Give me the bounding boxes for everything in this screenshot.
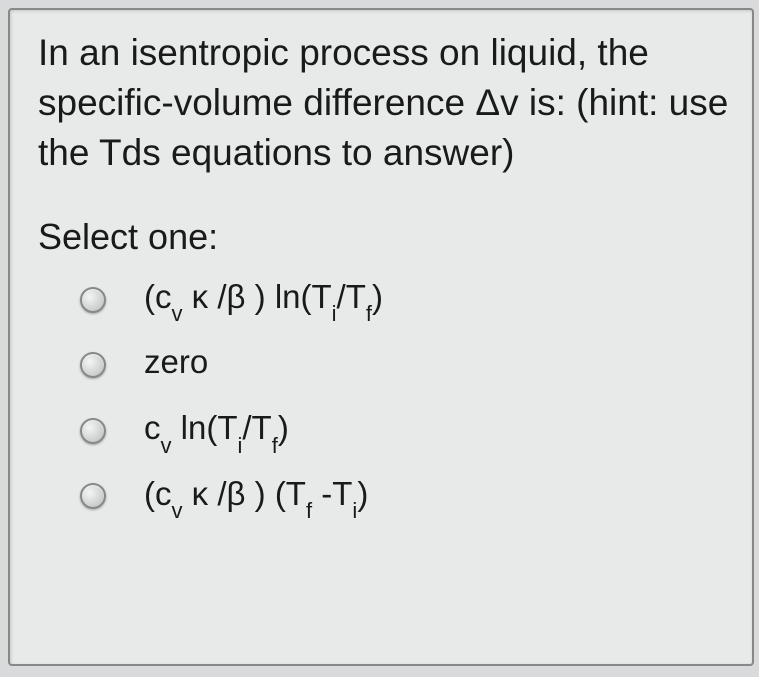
option-text-part: zero — [144, 343, 208, 380]
option-subscript: v — [161, 433, 172, 458]
question-text: In an isentropic process on liquid, the … — [38, 28, 740, 178]
option-text-part: ) — [372, 278, 383, 315]
radio-button[interactable] — [80, 483, 106, 509]
option-text-part: /T — [242, 409, 271, 446]
select-one-label: Select one: — [38, 216, 740, 258]
option-row[interactable]: (cv κ /β ) ln(Ti/Tf) — [80, 280, 740, 320]
option-label: (cv κ /β ) ln(Ti/Tf) — [144, 280, 383, 320]
option-subscript: v — [172, 498, 183, 523]
option-text-part: -T — [312, 475, 352, 512]
option-text-part: (c — [144, 278, 172, 315]
option-subscript: f — [306, 498, 312, 523]
option-text-part: (c — [144, 475, 172, 512]
option-text-part: /T — [337, 278, 366, 315]
option-label: (cv κ /β ) (Tf -Ti) — [144, 477, 368, 517]
option-text-part: c — [144, 409, 161, 446]
option-subscript: f — [366, 301, 372, 326]
option-label: zero — [144, 345, 208, 385]
radio-button[interactable] — [80, 418, 106, 444]
option-text-part: κ /β ) ln(T — [183, 278, 332, 315]
option-text-part: ln(T — [172, 409, 238, 446]
question-card: In an isentropic process on liquid, the … — [8, 8, 754, 666]
option-row[interactable]: cv ln(Ti/Tf) — [80, 411, 740, 451]
option-subscript: f — [272, 433, 278, 458]
option-text-part: ) — [357, 475, 368, 512]
options-list: (cv κ /β ) ln(Ti/Tf) zero cv ln(Ti/Tf) (… — [38, 280, 740, 516]
option-text-part: κ /β ) (T — [183, 475, 306, 512]
radio-button[interactable] — [80, 287, 106, 313]
option-text-part: ) — [278, 409, 289, 446]
option-subscript: i — [238, 433, 243, 458]
option-row[interactable]: zero — [80, 345, 740, 385]
option-subscript: i — [352, 498, 357, 523]
option-label: cv ln(Ti/Tf) — [144, 411, 289, 451]
option-subscript: v — [172, 301, 183, 326]
radio-button[interactable] — [80, 352, 106, 378]
option-subscript: i — [332, 301, 337, 326]
option-row[interactable]: (cv κ /β ) (Tf -Ti) — [80, 477, 740, 517]
